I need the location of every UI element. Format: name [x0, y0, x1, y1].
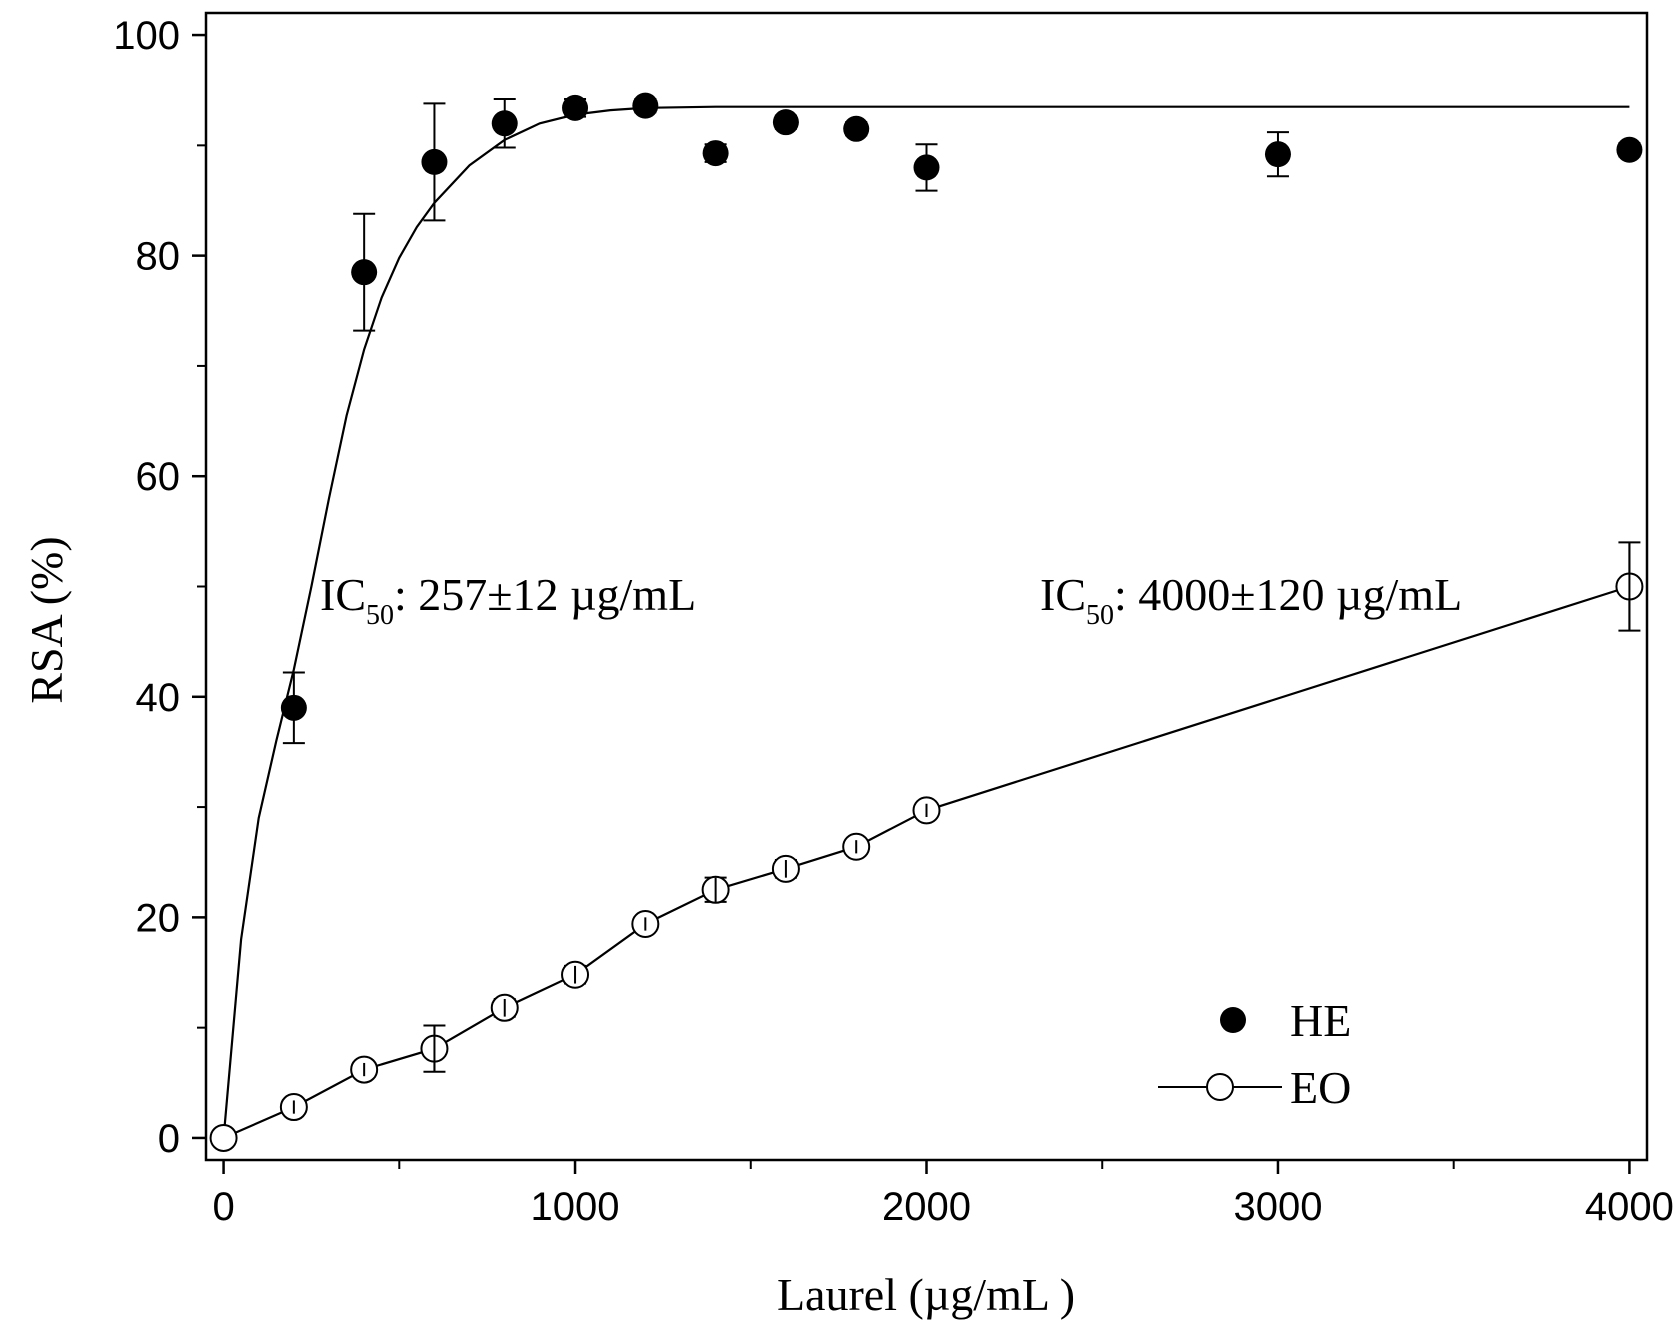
legend-label-eo: EO — [1290, 1062, 1351, 1113]
point-he-6 — [702, 140, 729, 167]
legend: HE EO — [1158, 995, 1351, 1113]
annotation-eo-ic50-subscript: 50 — [1086, 600, 1114, 631]
annotation-he-ic50-text: : 257±12 µg/mL — [394, 569, 696, 620]
annotation-he-ic50: IC50: 257±12 µg/mL — [320, 569, 696, 631]
point-he-7 — [772, 109, 799, 136]
x-tick-label-4000: 4000 — [1585, 1185, 1674, 1229]
y-tick-label-0: 0 — [158, 1117, 180, 1161]
y-axis-title: RSA (%) — [21, 536, 72, 703]
point-he-11 — [1616, 136, 1643, 163]
y-tick-label-20: 20 — [136, 896, 181, 940]
x-axis-title: Laurel (µg/mL ) — [777, 1269, 1075, 1320]
series-lines — [222, 105, 1630, 1139]
annotations: IC50: 257±12 µg/mL IC50: 4000±120 µg/mL — [320, 569, 1462, 631]
y-tick-label-80: 80 — [136, 235, 181, 279]
data-points — [209, 92, 1644, 1152]
x-tick-label-3000: 3000 — [1233, 1185, 1322, 1229]
y-tick-label-100: 100 — [113, 14, 180, 58]
point-he-8 — [843, 115, 870, 142]
point-he-2 — [421, 148, 448, 175]
point-he-9 — [913, 154, 940, 181]
point-he-3 — [491, 110, 518, 137]
annotation-eo-ic50: IC50: 4000±120 µg/mL — [1040, 569, 1462, 631]
annotation-eo-ic50-text: : 4000±120 µg/mL — [1114, 569, 1462, 620]
annotation-he-ic50-prefix: IC — [320, 569, 366, 620]
legend-marker-eo — [1206, 1073, 1234, 1101]
y-tick-label-40: 40 — [136, 676, 181, 720]
legend-marker-he — [1220, 1007, 1246, 1033]
point-he-4 — [562, 94, 589, 121]
x-tick-label-0: 0 — [212, 1185, 234, 1229]
x-tick-label-2000: 2000 — [882, 1185, 971, 1229]
point-he-5 — [632, 92, 659, 119]
point-he-10 — [1264, 141, 1291, 168]
axes: 0 1000 2000 3000 4000 0 20 40 60 80 100 — [113, 14, 1674, 1229]
y-tick-label-60: 60 — [136, 455, 181, 499]
series-line-he — [222, 105, 1630, 1138]
point-he-0 — [280, 694, 307, 721]
legend-label-he: HE — [1290, 995, 1351, 1046]
annotation-he-ic50-subscript: 50 — [366, 600, 394, 631]
point-he-1 — [351, 259, 378, 286]
point-eo-0 — [209, 1123, 238, 1152]
x-tick-label-1000: 1000 — [531, 1185, 620, 1229]
annotation-eo-ic50-prefix: IC — [1040, 569, 1086, 620]
